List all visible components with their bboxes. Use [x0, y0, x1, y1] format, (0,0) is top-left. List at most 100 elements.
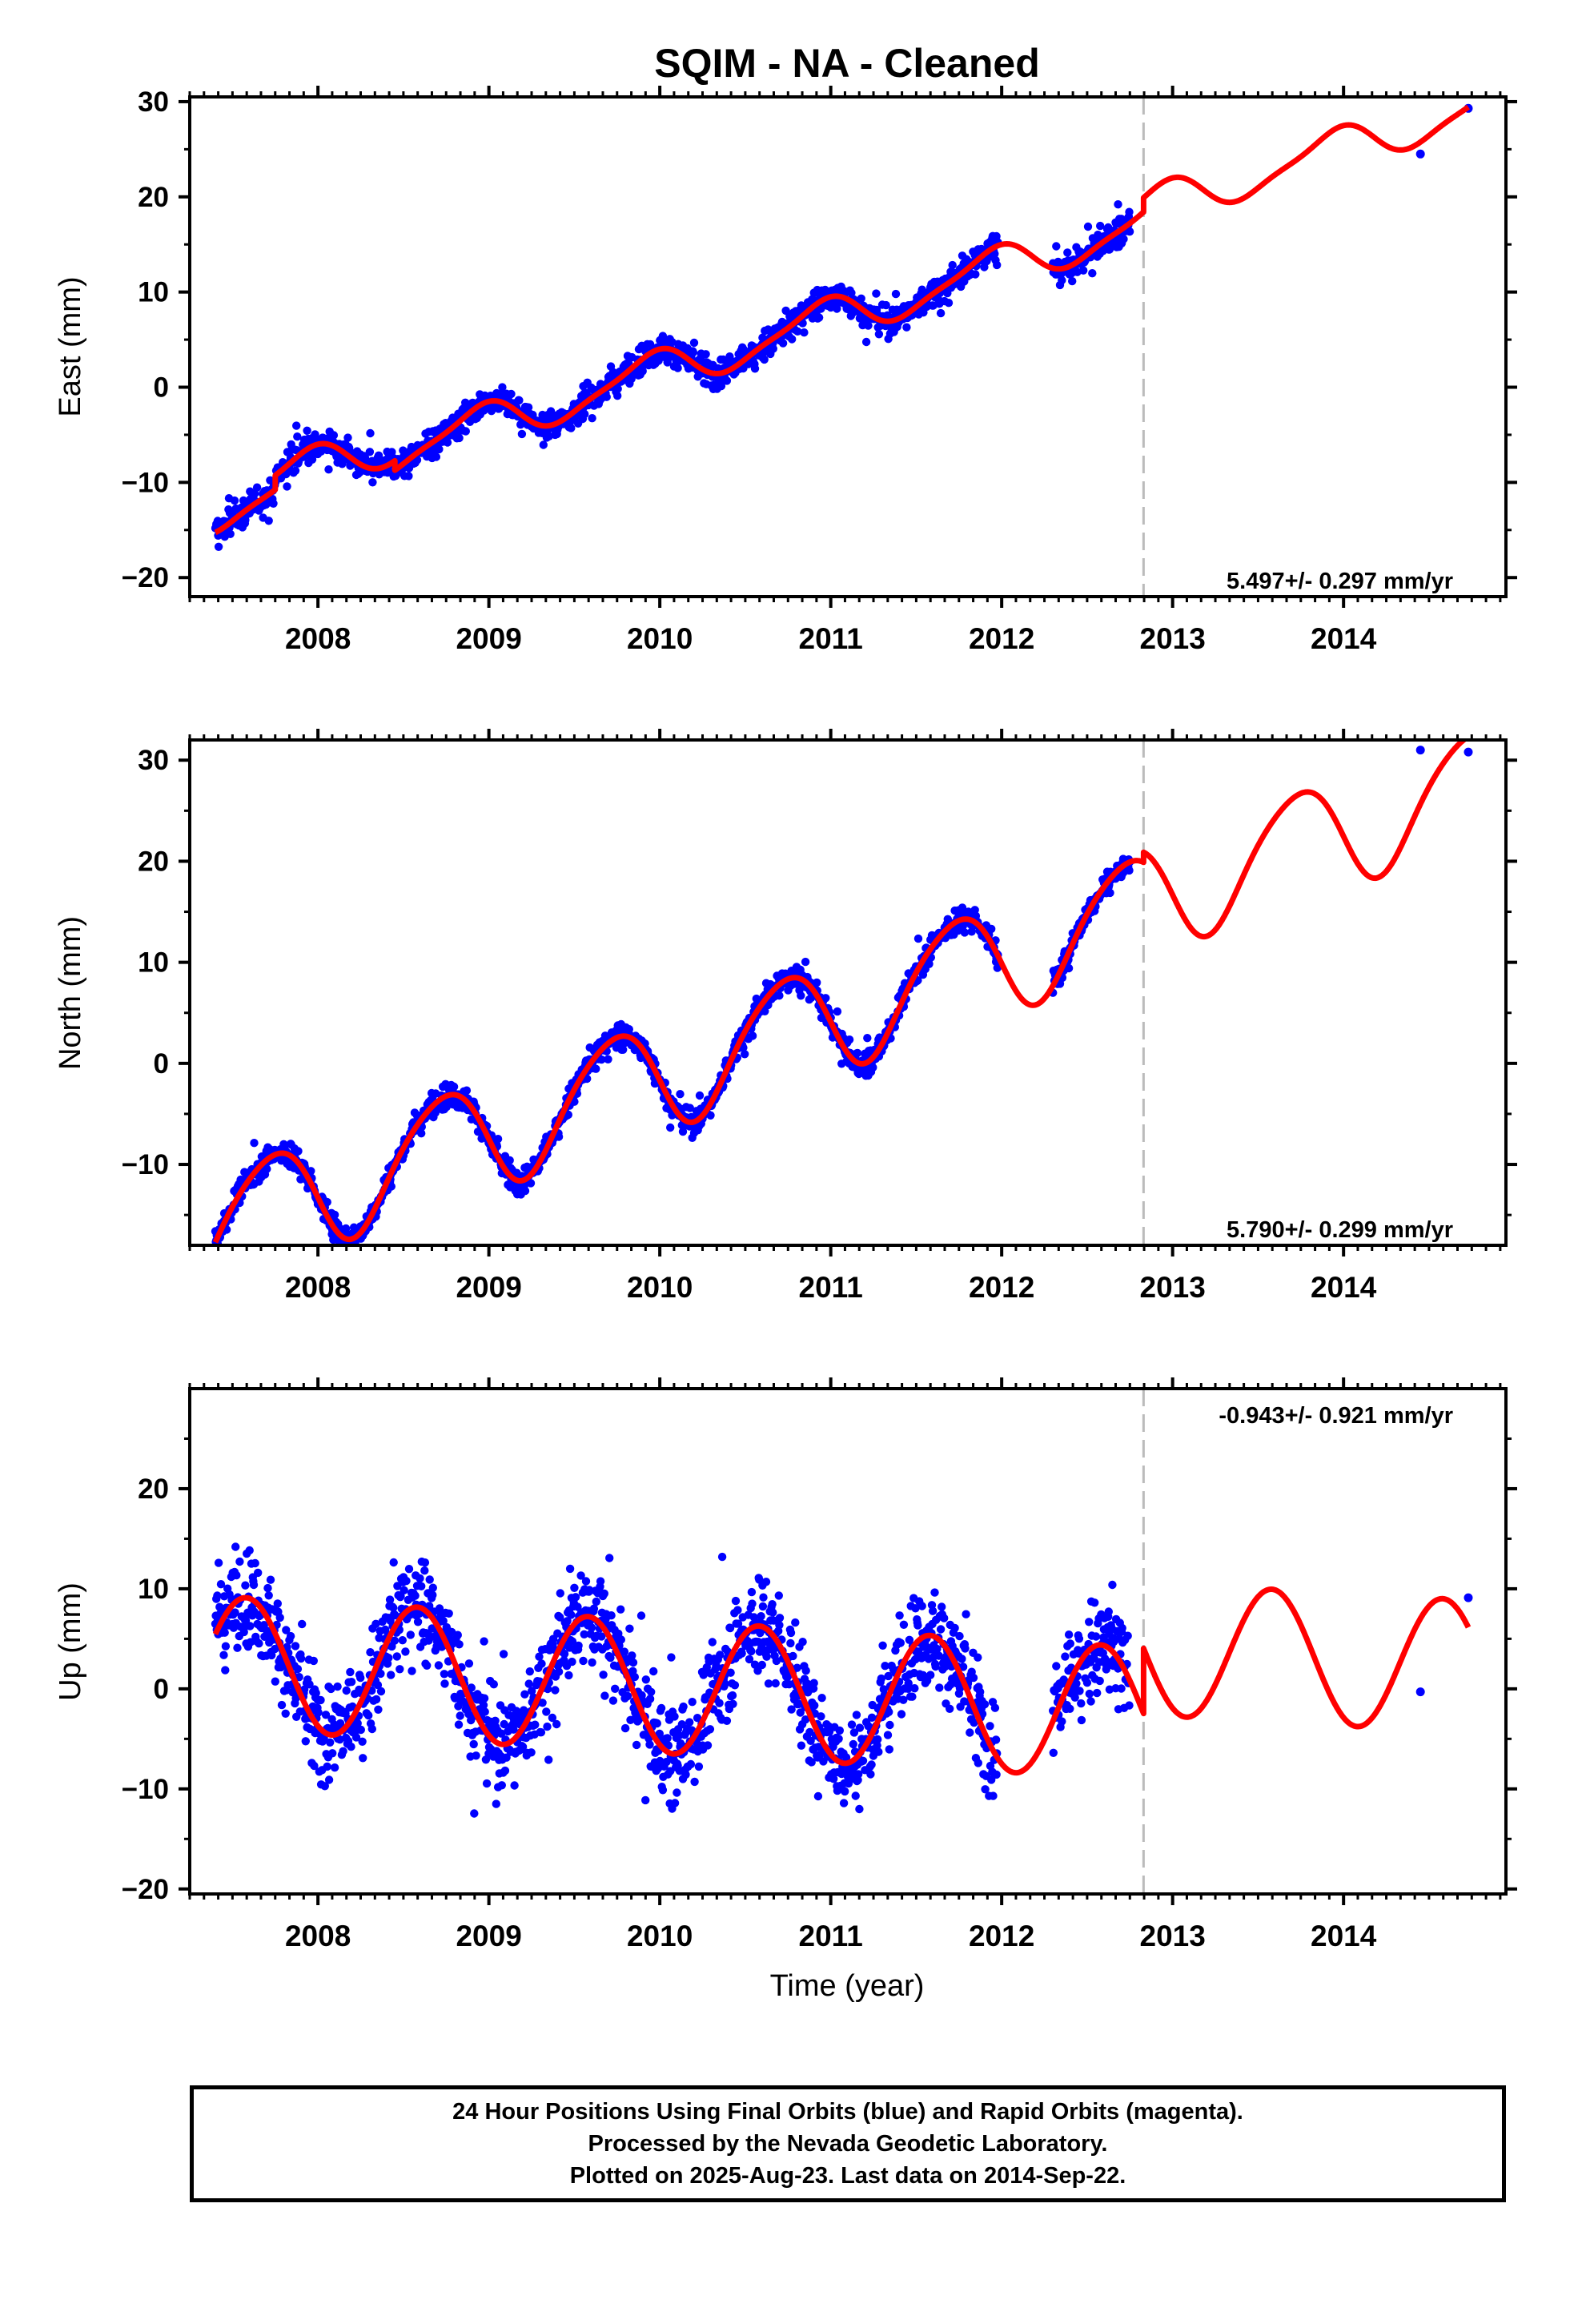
data-point: [250, 1139, 259, 1148]
data-point: [505, 1156, 514, 1165]
data-point: [793, 327, 802, 336]
data-point: [663, 1734, 672, 1743]
data-point: [689, 338, 699, 348]
data-point: [406, 1630, 415, 1639]
data-point: [817, 1712, 825, 1721]
data-point: [542, 1707, 551, 1716]
data-point: [775, 1614, 785, 1622]
data-point: [689, 348, 698, 357]
x-tick-label: 2012: [969, 622, 1034, 655]
data-point: [791, 1618, 800, 1627]
data-point: [936, 308, 946, 318]
data-point: [398, 1636, 407, 1645]
data-point: [497, 1781, 506, 1790]
data-point: [273, 1599, 282, 1608]
data-point: [461, 427, 470, 436]
x-tick-label: 2012: [969, 1271, 1034, 1304]
data-point: [330, 1763, 339, 1772]
data-point: [324, 1775, 334, 1784]
data-point: [731, 1596, 741, 1606]
data-point: [717, 381, 726, 391]
data-point: [293, 1664, 303, 1674]
data-point: [630, 1672, 639, 1682]
data-point: [286, 1631, 295, 1641]
data-point: [472, 1751, 480, 1760]
data-point: [896, 1638, 905, 1647]
data-point: [356, 1673, 365, 1683]
data-point: [841, 1787, 849, 1796]
data-point: [971, 270, 980, 279]
data-point: [881, 300, 890, 310]
data-point: [874, 330, 884, 339]
data-point: [294, 1147, 303, 1156]
data-point: [536, 1728, 546, 1737]
x-tick-label: 2008: [285, 622, 351, 655]
data-point: [387, 1671, 396, 1679]
data-point: [571, 1593, 580, 1602]
y-axis-label: North (mm): [54, 916, 87, 1070]
data-point: [567, 1610, 576, 1619]
data-point: [760, 355, 769, 364]
data-point: [708, 1638, 717, 1647]
data-point: [717, 1552, 727, 1562]
data-point: [366, 428, 375, 438]
data-point: [853, 1048, 862, 1058]
data-point: [670, 1799, 680, 1807]
data-point: [592, 1064, 600, 1073]
data-point: [392, 1652, 401, 1661]
data-point: [810, 1701, 819, 1710]
data-point: [404, 472, 413, 480]
data-point: [867, 1760, 876, 1769]
data-point: [347, 1678, 356, 1687]
data-point: [1415, 746, 1425, 755]
data-point: [346, 1667, 355, 1677]
data-point: [263, 1583, 272, 1593]
data-point: [757, 1612, 765, 1621]
data-point: [588, 414, 596, 423]
data-point: [769, 1608, 777, 1617]
data-point: [525, 1667, 534, 1676]
data-point: [789, 1651, 797, 1661]
data-point: [1125, 227, 1134, 236]
rate-label: 5.790+/- 0.299 mm/yr: [1227, 1217, 1453, 1243]
data-point: [852, 1711, 861, 1719]
data-point: [632, 1740, 641, 1750]
data-point: [462, 1086, 472, 1095]
data-point: [847, 288, 856, 297]
data-point: [775, 991, 784, 1000]
data-point: [864, 321, 873, 330]
data-point: [292, 421, 301, 430]
data-point: [658, 1786, 668, 1795]
data-point: [581, 1577, 591, 1586]
data-point: [891, 289, 901, 299]
data-point: [524, 403, 533, 412]
data-point: [367, 1724, 376, 1734]
data-point: [275, 1613, 284, 1622]
data-point: [605, 1554, 614, 1562]
x-tick-label: 2013: [1140, 1271, 1206, 1304]
data-point: [520, 1186, 530, 1196]
data-point: [454, 1720, 464, 1729]
data-point: [434, 1661, 444, 1670]
data-point: [869, 1063, 877, 1072]
x-tick-label: 2011: [799, 1271, 863, 1304]
data-point: [428, 1583, 437, 1592]
data-point: [1114, 200, 1122, 209]
data-point: [748, 1599, 757, 1608]
model-line: [213, 104, 1471, 536]
data-point: [1058, 275, 1066, 285]
data-point: [428, 1590, 437, 1599]
x-tick-label: 2009: [456, 622, 521, 655]
data-point: [737, 1649, 746, 1658]
data-point: [686, 1759, 696, 1769]
data-point: [993, 260, 1002, 270]
data-point: [786, 1638, 795, 1648]
data-point: [786, 1628, 796, 1638]
data-point: [641, 1795, 650, 1805]
data-point: [423, 1661, 432, 1670]
data-point: [219, 1651, 228, 1659]
data-point: [670, 1712, 679, 1721]
data-point: [480, 1694, 489, 1703]
data-point: [401, 1647, 410, 1656]
data-point: [861, 337, 871, 347]
